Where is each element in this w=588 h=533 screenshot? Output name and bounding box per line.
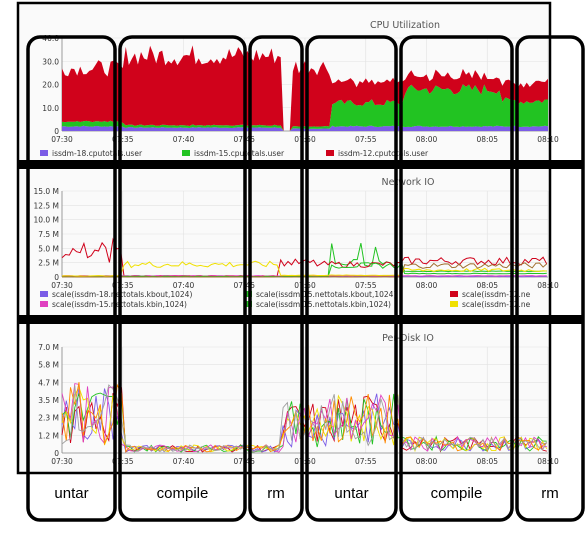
cpu-area-series-1 — [62, 84, 548, 131]
net-legend-label: scale(issdm-15.nettotals.kbin,1024) — [256, 300, 391, 309]
disk-y-tick-label: 7.0 M — [38, 343, 59, 352]
disk-x-tick-label: 07:50 — [294, 457, 316, 466]
net-legend-label: scale(issdm-12.ne — [462, 290, 531, 299]
net-legend-swatch — [40, 301, 48, 307]
cpu-legend-swatch — [40, 150, 48, 156]
cpu-y-tick-label: 20.0 — [42, 81, 59, 90]
cpu-y-tick-label: 30.0 — [42, 57, 59, 66]
cpu-x-tick-label: 07:30 — [51, 135, 73, 144]
disk-x-tick-label: 07:30 — [51, 457, 73, 466]
cpu-y-tick-label: 10.0 — [42, 104, 59, 113]
cpu-x-tick-label: 07:40 — [173, 135, 195, 144]
disk-x-tick-label: 07:40 — [173, 457, 195, 466]
net-x-tick-label: 07:55 — [355, 281, 377, 290]
disk-x-tick-label: 08:00 — [416, 457, 438, 466]
net-y-tick-label: 12.5 M — [33, 201, 59, 210]
net-y-tick-label: 0 — [54, 273, 59, 282]
disk-y-tick-label: 0 — [54, 449, 59, 458]
disk-y-tick-label: 5.8 M — [38, 361, 59, 370]
phase-box — [515, 35, 585, 522]
cpu-legend-label: issdm-12.cputotals.user — [338, 149, 429, 158]
net-legend-label: scale(issdm-12.ne — [462, 300, 531, 309]
net-legend-swatch — [244, 301, 252, 307]
net-y-tick-label: 5.0 M — [38, 244, 59, 253]
cpu-chart-title: CPU Utilization — [370, 20, 440, 31]
net-y-tick-label: 15.0 M — [33, 187, 59, 196]
net-x-tick-label: 08:00 — [416, 281, 438, 290]
net-legend-swatch — [244, 291, 252, 297]
cpu-legend-label: issdm-15.cputotals.user — [194, 149, 285, 158]
net-legend-label: scale(issdm-18.nettotals.kbout,1024) — [52, 290, 192, 299]
phase-box — [305, 35, 398, 522]
phase-box — [399, 35, 514, 522]
disk-y-tick-label: 3.5 M — [38, 396, 59, 405]
disk-y-tick-label: 4.7 M — [38, 378, 59, 387]
phase-label: untar — [334, 485, 368, 502]
cpu-area-series-0 — [62, 125, 548, 131]
phase-box — [118, 35, 247, 522]
cpu-legend-swatch — [182, 150, 190, 156]
cpu-x-tick-label: 08:10 — [537, 135, 559, 144]
disk-y-tick-label: 1.2 M — [38, 431, 59, 440]
net-line-series-5 — [61, 260, 547, 277]
disk-line-series-6 — [61, 384, 548, 453]
cpu-x-tick-label: 07:35 — [112, 135, 134, 144]
cpu-x-tick-label: 08:05 — [476, 135, 498, 144]
disk-x-tick-label: 07:55 — [355, 457, 377, 466]
net-x-tick-label: 07:50 — [294, 281, 316, 290]
net-x-tick-label: 08:05 — [476, 281, 498, 290]
net-x-tick-label: 07:35 — [112, 281, 134, 290]
net-y-tick-label: 10.0 M — [33, 216, 59, 225]
phase-box — [26, 35, 117, 522]
net-legend-swatch — [450, 301, 458, 307]
phase-label: rm — [541, 485, 559, 502]
per-disk-io-chart: 0 1.2 M 2.3 M 3.5 M 4.7 M 5.8 M 7.0 M 07:30 07:3… — [38, 343, 559, 466]
cpu-area-series-2 — [62, 45, 548, 131]
disk-chart-title: Per-Disk IO — [382, 333, 434, 344]
net-y-tick-label: 7.5 M — [38, 230, 59, 239]
net-legend-swatch — [450, 291, 458, 297]
phase-box — [248, 35, 304, 522]
net-line-series-6 — [61, 262, 548, 278]
phase-label: compile — [431, 485, 483, 502]
phase-label: rm — [267, 485, 285, 502]
disk-x-tick-label: 07:35 — [112, 457, 134, 466]
disk-y-tick-label: 2.3 M — [38, 414, 59, 423]
cpu-x-tick-label: 08:00 — [416, 135, 438, 144]
phase-annotations: untar compile rm untar compile rm — [26, 35, 585, 522]
disk-x-tick-label: 08:10 — [537, 457, 559, 466]
net-x-tick-label: 07:30 — [51, 281, 73, 290]
phase-label: compile — [157, 485, 209, 502]
net-x-tick-label: 07:40 — [173, 281, 195, 290]
net-legend-label: scale(issdm-15.nettotals.kbout,1024) — [256, 290, 396, 299]
network-chart-title: Network IO — [382, 177, 435, 188]
cpu-x-tick-label: 07:50 — [294, 135, 316, 144]
net-legend-swatch — [40, 291, 48, 297]
phase-label: untar — [54, 485, 88, 502]
net-y-tick-label: 2.5 M — [38, 259, 59, 268]
net-x-tick-label: 08:10 — [537, 281, 559, 290]
cpu-y-tick-label: 0 — [54, 127, 59, 136]
cpu-x-tick-label: 07:55 — [355, 135, 377, 144]
disk-x-tick-label: 08:05 — [476, 457, 498, 466]
cpu-legend-label: issdm-18.cputotals.user — [52, 149, 143, 158]
cpu-legend-swatch — [326, 150, 334, 156]
disk-line-series-4 — [61, 383, 547, 453]
